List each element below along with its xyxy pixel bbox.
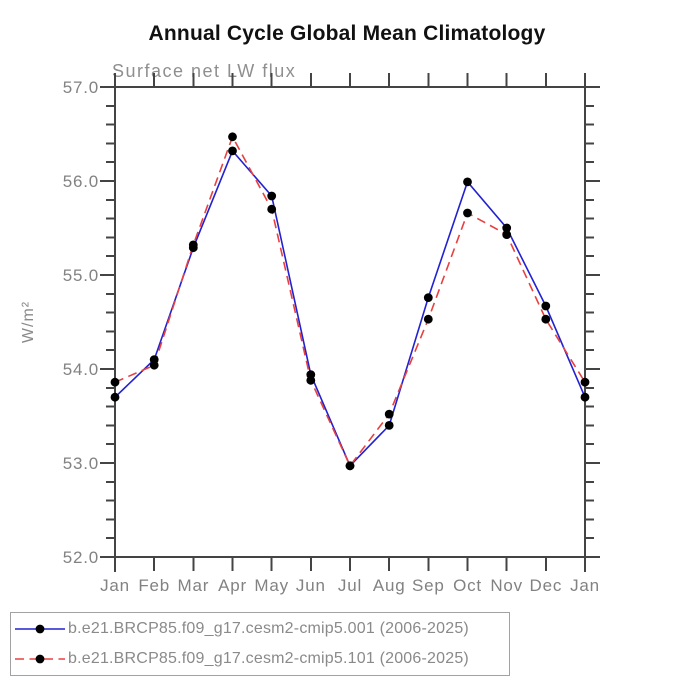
- data-point-marker: [541, 301, 551, 311]
- legend: b.e21.BRCP85.f09_g17.cesm2-cmip5.001 (20…: [10, 612, 510, 676]
- x-tick-label: Jan: [100, 576, 130, 595]
- annual-cycle-chart: Annual Cycle Global Mean Climatology Sur…: [20, 22, 600, 595]
- data-point-marker: [110, 377, 120, 387]
- x-tick-label: Oct: [453, 576, 482, 595]
- y-tick-label: 57.0: [63, 78, 99, 97]
- data-point-marker: [580, 377, 590, 387]
- legend-item-series-101: b.e21.BRCP85.f09_g17.cesm2-cmip5.101 (20…: [13, 645, 509, 673]
- data-point-marker: [384, 421, 394, 430]
- data-point-marker: [502, 223, 512, 233]
- y-tick-label: 53.0: [63, 454, 99, 473]
- x-tick-label: Nov: [490, 576, 523, 595]
- y-tick-label: 54.0: [63, 360, 99, 379]
- series-line-dashed: [114, 134, 586, 468]
- x-tick-label: Aug: [373, 576, 406, 595]
- y-tick-label: 55.0: [63, 266, 99, 285]
- legend-label-series-001: b.e21.BRCP85.f09_g17.cesm2-cmip5.001 (20…: [68, 620, 469, 637]
- data-point-marker: [541, 314, 551, 324]
- series-line-solid: [114, 149, 586, 468]
- legend-line-sample-solid: [15, 624, 65, 634]
- y-tick-label: 52.0: [63, 548, 99, 567]
- x-tick-label: May: [254, 576, 289, 595]
- data-point-marker: [345, 461, 355, 471]
- x-tick-label: Apr: [218, 576, 247, 595]
- data-point-marker: [228, 132, 237, 142]
- data-point-marker: [463, 208, 472, 218]
- x-tick-label: Sep: [412, 576, 445, 595]
- data-point-marker: [463, 177, 472, 187]
- x-tick-label: Mar: [177, 576, 209, 595]
- y-tick-label: 56.0: [63, 172, 99, 191]
- data-point-marker: [228, 146, 237, 156]
- y-axis-label: W/m²: [20, 301, 37, 343]
- legend-label-series-101: b.e21.BRCP85.f09_g17.cesm2-cmip5.101 (20…: [68, 650, 469, 667]
- data-point-marker: [306, 375, 316, 385]
- data-point-marker: [267, 204, 277, 214]
- data-point-marker: [580, 392, 590, 402]
- axes: [100, 73, 600, 572]
- data-point-marker: [267, 191, 277, 201]
- data-point-marker: [384, 409, 394, 419]
- data-point-marker: [149, 360, 159, 370]
- chart-subtitle: Surface net LW flux: [112, 61, 296, 81]
- x-tick-label: Jan: [570, 576, 600, 595]
- x-tick-label: Jun: [296, 576, 326, 595]
- x-tick-label: Dec: [530, 576, 563, 595]
- legend-item-series-001: b.e21.BRCP85.f09_g17.cesm2-cmip5.001 (20…: [13, 615, 509, 643]
- legend-line-sample-dashed: [15, 654, 65, 664]
- data-point-marker: [188, 240, 198, 250]
- chart-title: Annual Cycle Global Mean Climatology: [149, 22, 546, 45]
- series-lines: [114, 134, 586, 468]
- legend-marker-dot-icon: [35, 624, 45, 634]
- data-point-marker: [502, 230, 512, 240]
- data-point-markers: [110, 132, 590, 471]
- legend-marker-dot-icon: [35, 654, 45, 664]
- data-point-marker: [423, 293, 433, 302]
- x-tick-label: Jul: [338, 576, 362, 595]
- data-point-marker: [110, 392, 120, 402]
- data-point-marker: [423, 314, 433, 324]
- x-tick-label: Feb: [138, 576, 170, 595]
